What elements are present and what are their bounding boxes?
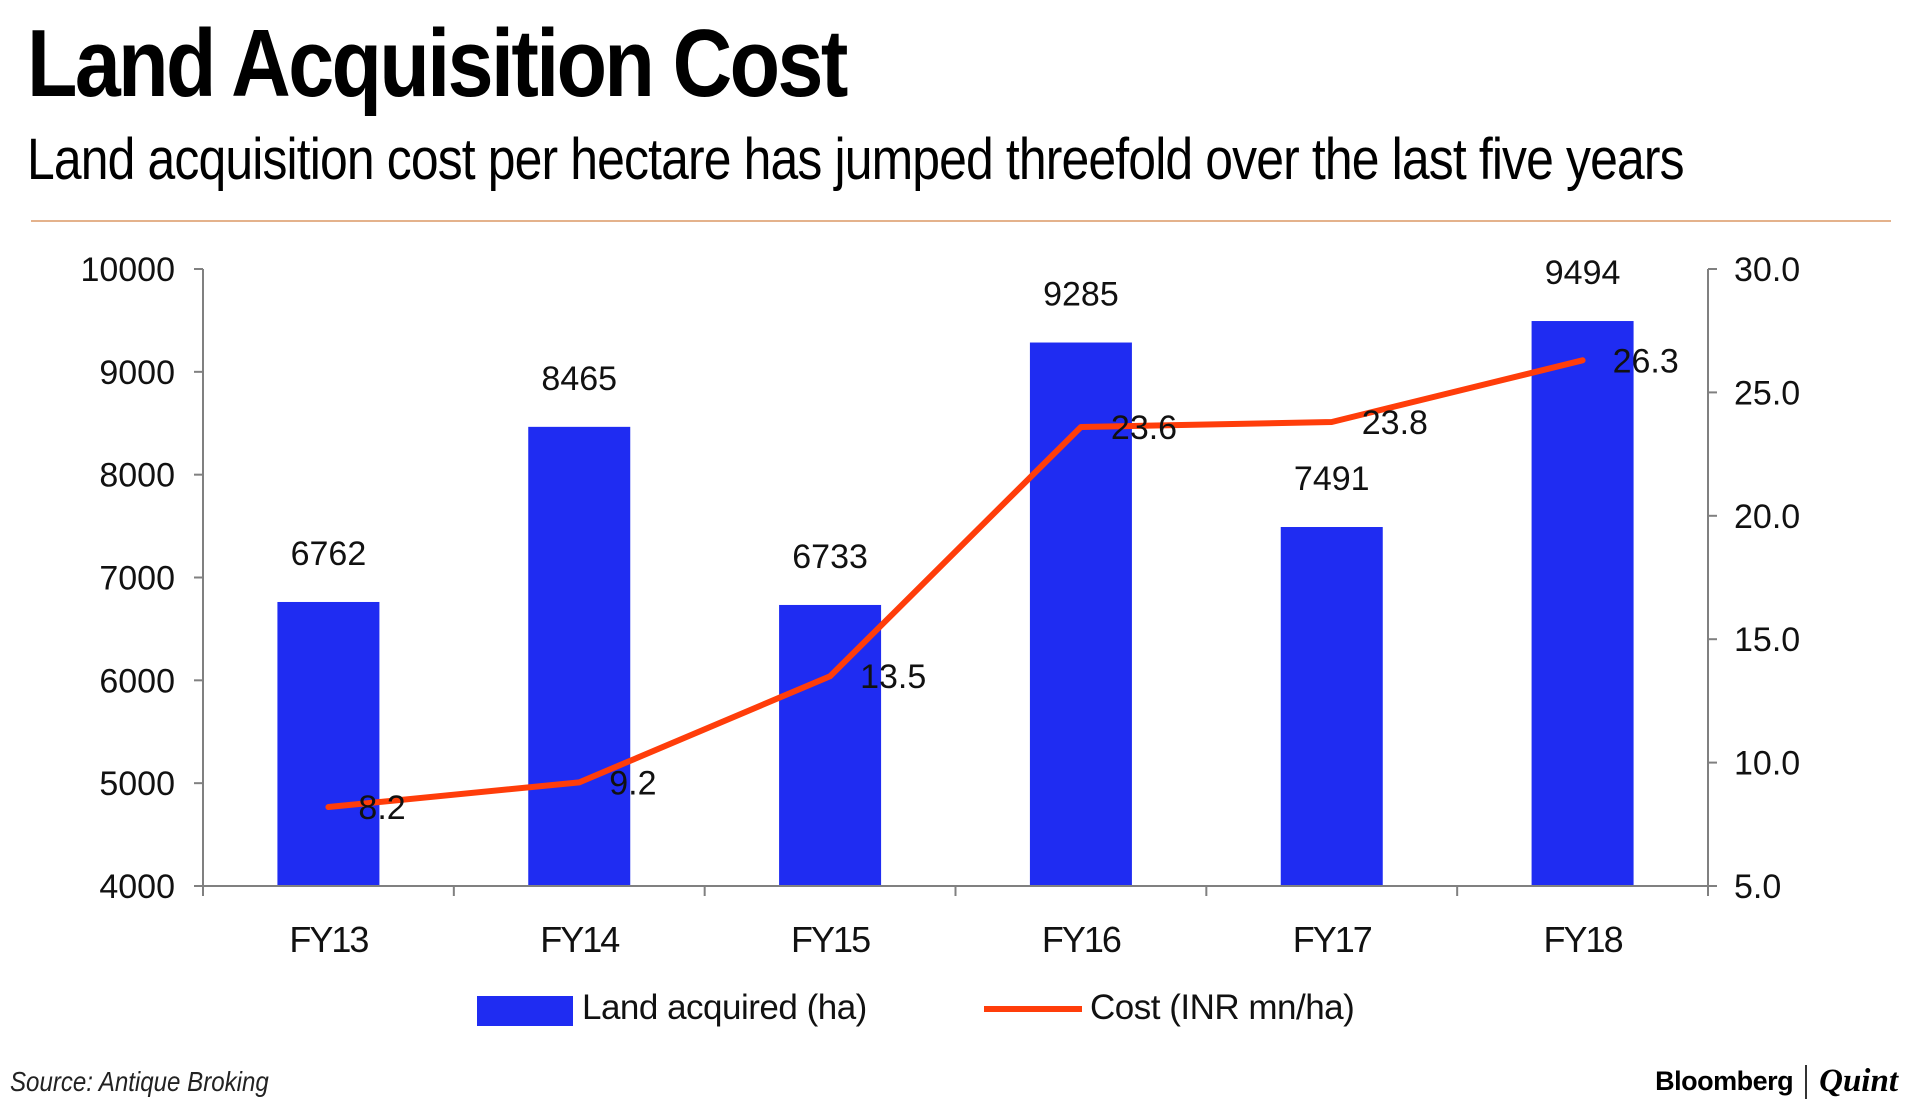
brand-secondary: Quint — [1819, 1063, 1898, 1099]
y-left-tick-label: 10000 — [80, 251, 175, 289]
bar-value-label: 6733 — [792, 538, 868, 576]
cost-line — [325, 357, 1586, 811]
y-left-tick-label: 4000 — [99, 868, 175, 906]
chart-subtitle: Land acquisition cost per hectare has ju… — [27, 127, 1685, 192]
line-value-label: 23.8 — [1362, 404, 1428, 442]
x-tick-label: FY15 — [791, 919, 870, 960]
x-tick-label: FY17 — [1293, 919, 1372, 960]
bar-value-label: 7491 — [1294, 460, 1370, 498]
bar-fy15 — [779, 604, 882, 886]
y-left-tick-label: 7000 — [99, 560, 175, 598]
source-note: Source: Antique Broking — [10, 1066, 269, 1097]
bar-fy18 — [1531, 321, 1634, 886]
header-divider — [31, 220, 1891, 222]
brand-primary: Bloomberg — [1655, 1066, 1794, 1096]
y-left-tick-label: 5000 — [99, 765, 175, 803]
legend-line-label: Cost (INR mn/ha) — [1090, 988, 1354, 1027]
bar-fy14 — [528, 426, 631, 886]
x-tick-label: FY18 — [1544, 919, 1623, 960]
line-value-label: 26.3 — [1613, 342, 1679, 380]
brand-logo: Bloomberg Quint — [1655, 1063, 1898, 1100]
line-value-label: 23.6 — [1111, 409, 1177, 447]
y-left-tick-label: 9000 — [99, 354, 175, 392]
bar-fy16 — [1029, 342, 1132, 886]
chart-title: Land Acquisition Cost — [27, 10, 848, 117]
legend-bar-swatch — [477, 996, 573, 1026]
y-left-tick-label: 6000 — [99, 662, 175, 700]
legend-bar-label: Land acquired (ha) — [582, 988, 867, 1027]
line-value-label: 13.5 — [860, 658, 926, 696]
y-right-tick-label: 25.0 — [1734, 374, 1800, 412]
y-right-tick-label: 10.0 — [1734, 745, 1800, 783]
y-right-tick-label: 20.0 — [1734, 498, 1800, 536]
y-right-tick-label: 30.0 — [1734, 251, 1800, 289]
x-tick-label: FY14 — [540, 919, 619, 960]
bar-value-label: 6762 — [291, 535, 367, 573]
bar-fy13 — [277, 601, 380, 886]
bar-value-label: 8465 — [541, 360, 617, 398]
y-left-tick-label: 8000 — [99, 457, 175, 495]
line-value-label: 8.2 — [358, 789, 405, 827]
chart-area: 6762 8465 6733 9285 7491 9494 4000 5000 6000 7000… — [80, 251, 1800, 1027]
brand-divider — [1805, 1064, 1808, 1099]
x-tick-label: FY16 — [1042, 919, 1121, 960]
x-tick-label: FY13 — [289, 919, 368, 960]
y-right-tick-label: 15.0 — [1734, 621, 1800, 659]
bar-fy17 — [1280, 527, 1383, 886]
bar-value-label: 9494 — [1545, 254, 1621, 292]
bar-value-label: 9285 — [1043, 276, 1119, 314]
y-right-tick-label: 5.0 — [1734, 868, 1781, 906]
line-value-label: 9.2 — [609, 764, 656, 802]
